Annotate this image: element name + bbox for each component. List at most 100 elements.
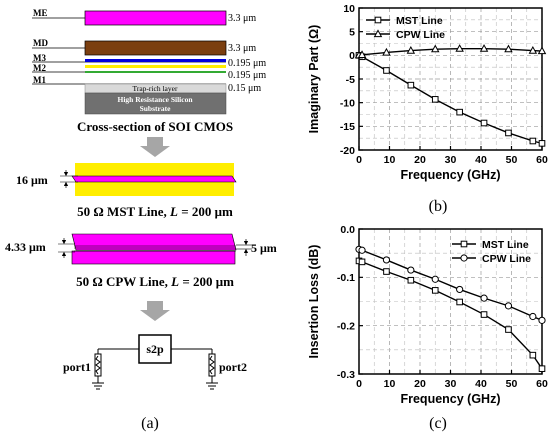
layer-name: M3 [33,53,46,63]
down-arrow-icon [140,137,170,157]
data-point [455,44,464,52]
data-point [456,108,463,116]
layer-name: MD [33,38,48,48]
data-point [382,47,391,56]
m2-rect [85,65,226,68]
cpw-bottom-ground [71,250,236,265]
data-point [407,266,415,274]
data-point [358,246,366,254]
data-point [431,96,439,103]
x-axis-label: Frequency (GHz) [400,392,500,406]
mst-width-label: 16 μm [16,173,48,187]
x-tick-label: 50 [506,154,518,166]
legend-label: MST Line [482,239,529,251]
data-point [537,46,547,55]
legend-marker [460,240,468,248]
layer-md: MD 3.3 μm [32,38,256,56]
y-tick-label: -0.3 [337,369,355,381]
data-point [480,294,488,302]
data-point [529,312,537,321]
x-tick-label: 0 [356,154,362,166]
data-point [383,268,390,275]
x-tick-label: 60 [536,154,548,166]
cpw-top-ground [71,233,237,251]
me-rect [84,10,227,26]
data-point [382,256,391,264]
x-tick-label: 20 [414,154,426,166]
substrate-rect [84,92,227,115]
y-tick-label: -10 [340,97,355,109]
m1-rect [85,71,226,73]
data-point [358,258,366,266]
layer-thickness: 3.3 μm [228,13,256,24]
data-point [406,45,416,54]
mst-title-L: L [169,204,178,219]
cpw-title-suffix: = 200 μm [179,274,234,289]
data-point [456,298,463,306]
data-point [504,302,513,310]
caption-b: (b) [429,198,448,215]
data-point [504,44,513,53]
trap-rich-label: Trap-rich layer [133,84,178,93]
x-axis-label: Frequency (GHz) [400,168,500,182]
data-point [431,275,439,283]
cpw-title: 50 Ω CPW Line, L = 200 μm [76,274,234,289]
layer-thickness: 3.3 μm [228,43,256,54]
data-point [529,351,537,359]
mst-signal-strip [71,175,237,183]
data-point [383,67,390,74]
legend: MST Line CPW Line [366,15,445,41]
y-tick-label: 0.0 [340,224,355,236]
layer-thickness: 0.195 μm [228,70,266,81]
legend-label: MST Line [396,15,443,27]
layer-m3: M3 0.195 μm [32,53,266,69]
layer-me: ME 3.3 μm [32,8,256,26]
series-line-cpw-line [358,48,543,57]
data-point [480,119,488,127]
y-tick-label: 10 [343,3,355,15]
legend-marker [460,254,468,262]
md-rect [84,40,227,56]
series-line-mst-line [358,54,543,145]
caption-c: (c) [429,415,447,432]
s2p-label: s2p [146,342,164,356]
data-point [407,81,415,89]
panel-a: ME 3.3 μm MD 3.3 μm M3 0.195 μm M2 0.195… [5,8,277,432]
legend-marker [373,29,383,38]
cpw-gap-label: 4.33 μm [5,240,46,254]
data-point [505,129,512,137]
x-tick-label: 30 [445,378,457,390]
legend: MST Line CPW Line [452,239,531,265]
x-tick-label: 30 [445,154,457,166]
chart-insertion-loss: 0 10 20 30 40 50 60 -0.3 -0.2 -0.1 0.0 Frequency (G… [307,224,548,406]
y-tick-label: -15 [340,121,355,133]
data-point [456,285,464,294]
data-point [431,287,439,294]
layer-name: M2 [33,63,46,73]
cpw-width-label: 5 μm [251,241,277,255]
x-tick-label: 20 [414,378,426,390]
x-tick-label: 0 [356,378,362,390]
mst-title: 50 Ω MST Line, L = 200 μm [77,204,233,219]
x-tick-label: 40 [475,154,487,166]
layer-name: M1 [33,75,46,85]
s2p-circuit [92,334,218,390]
m3-rect [85,59,226,62]
y-tick-label: -5 [346,74,355,86]
substrate-label-2: Substrate [140,104,172,113]
layer-thickness: 0.15 μm [228,83,261,94]
series-line-cpw-line [358,248,543,321]
port1-label: port1 [63,360,91,374]
x-tick-label: 40 [475,378,487,390]
data-point [431,44,440,53]
data-point [479,44,489,52]
substrate-label-1: High Resistance Silicon [117,95,193,104]
data-point [538,140,546,147]
y-tick-label: 5 [349,26,355,38]
port2-label: port2 [219,360,247,374]
y-axis-label: Imaginary Part (Ω) [307,25,321,134]
x-tick-label: 50 [506,378,518,390]
cross-section-title: Cross-section of SOI CMOS [77,119,233,134]
y-tick-label: -20 [340,145,355,157]
data-point [480,311,488,318]
